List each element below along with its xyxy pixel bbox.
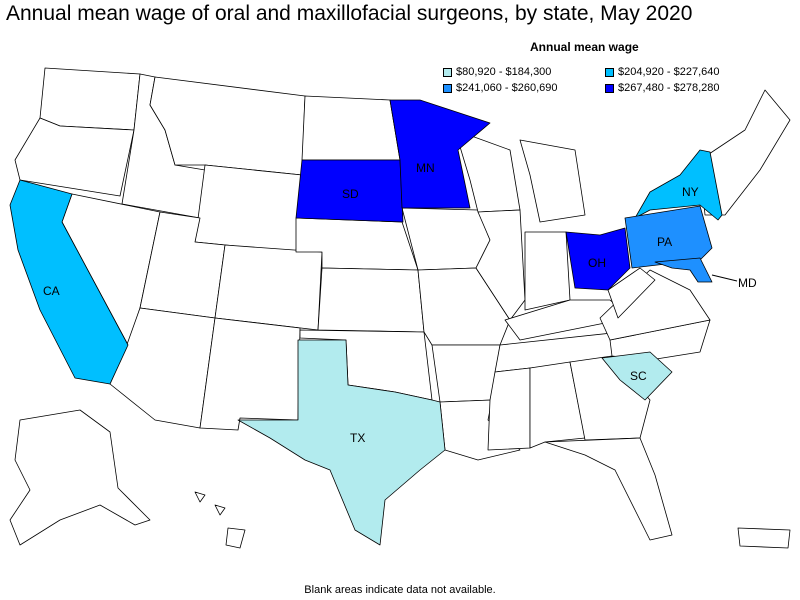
state-wa[interactable] [39, 67, 141, 131]
state-in[interactable] [524, 231, 571, 311]
legend-swatch-1 [443, 67, 452, 77]
state-hi[interactable] [194, 491, 246, 549]
legend-swatch-3 [443, 83, 452, 93]
state-ar[interactable] [431, 344, 501, 403]
legend-label-1: $80,920 - $184,300 [456, 66, 552, 78]
state-or[interactable] [14, 117, 135, 197]
blank-states [14, 67, 791, 541]
legend-item-1: $80,920 - $184,300 [443, 66, 551, 78]
state-al[interactable] [529, 361, 586, 449]
md-leader-line [711, 274, 738, 282]
state-ca[interactable] [9, 179, 129, 385]
legend-item-3: $241,060 - $260,690 [443, 82, 558, 94]
state-mt[interactable] [149, 76, 306, 176]
legend-label-4: $267,480 - $278,280 [618, 82, 720, 94]
label-pa: PA [657, 235, 672, 249]
state-nd[interactable] [301, 95, 401, 161]
legend-item-4: $267,480 - $278,280 [605, 82, 720, 94]
label-sc: SC [630, 369, 647, 383]
state-ny[interactable] [634, 149, 723, 221]
state-ks[interactable] [317, 267, 425, 333]
state-md[interactable] [654, 257, 713, 283]
legend-title: Annual mean wage [530, 40, 639, 54]
state-sd[interactable] [295, 159, 404, 223]
state-ne-states[interactable] [699, 89, 791, 216]
territory-pr[interactable] [737, 527, 791, 549]
state-fl[interactable] [544, 437, 673, 541]
legend-item-2: $204,920 - $227,640 [605, 66, 720, 78]
legend-swatch-2 [605, 67, 614, 77]
state-co[interactable] [214, 244, 323, 331]
state-nm[interactable] [199, 317, 301, 431]
footnote: Blank areas indicate data not available. [304, 584, 496, 596]
state-wv[interactable] [607, 267, 656, 319]
label-sd: SD [342, 187, 359, 201]
label-mn: MN [416, 161, 435, 175]
state-ia[interactable] [401, 207, 491, 271]
state-ms[interactable] [487, 367, 531, 451]
legend-label-2: $204,920 - $227,640 [618, 66, 720, 78]
label-md: MD [738, 276, 757, 290]
state-mn[interactable] [389, 99, 491, 209]
state-tx[interactable] [237, 339, 446, 546]
legend-swatch-4 [605, 83, 614, 93]
state-sc[interactable] [601, 351, 673, 401]
state-ak[interactable] [9, 409, 151, 546]
state-wy[interactable] [194, 164, 303, 253]
chart-title: Annual mean wage of oral and maxillofaci… [6, 2, 693, 25]
state-oh[interactable] [565, 227, 631, 291]
state-pa[interactable] [624, 205, 713, 269]
label-ca: CA [43, 284, 60, 298]
label-tx: TX [350, 431, 365, 445]
state-mi[interactable] [519, 139, 586, 223]
label-ny: NY [682, 185, 699, 199]
legend-label-3: $241,060 - $260,690 [456, 82, 558, 94]
label-oh: OH [588, 256, 606, 270]
